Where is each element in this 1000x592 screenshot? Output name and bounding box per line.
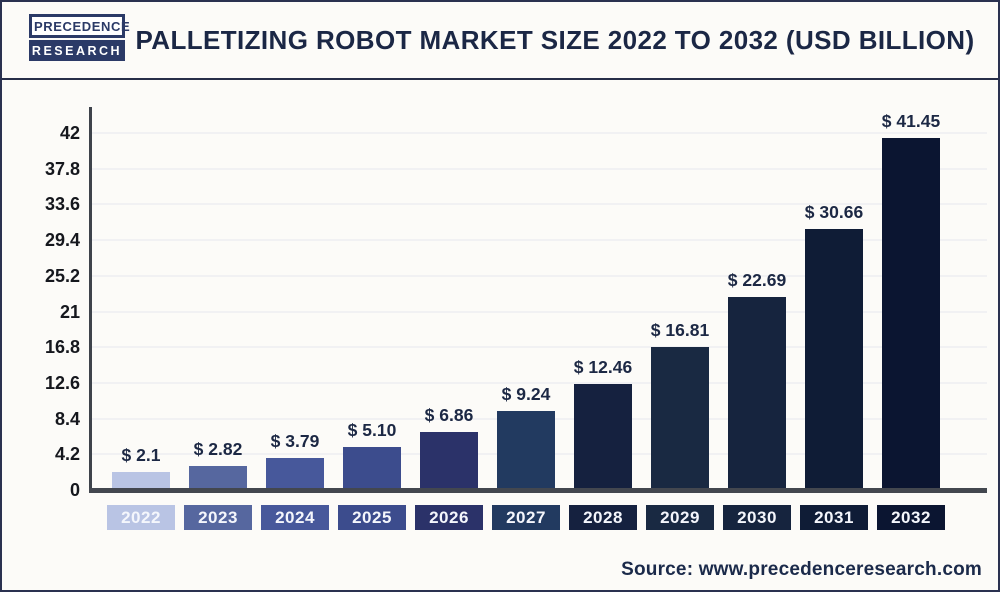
bar-2025 — [343, 446, 401, 488]
x-axis-category-label: 2024 — [261, 505, 329, 530]
x-axis-category-label: 2031 — [800, 505, 868, 530]
y-axis-tick-label: 8.4 — [54, 408, 80, 429]
x-axis-category-label: 2029 — [646, 505, 714, 530]
x-axis-category-label: 2025 — [338, 505, 406, 530]
bar-2029 — [651, 347, 709, 488]
gridline — [90, 132, 987, 134]
y-axis-tick-label: 16.8 — [44, 337, 80, 358]
gridline — [90, 203, 987, 206]
y-axis-tick-label: 21 — [59, 301, 80, 322]
logo-line2: RESEARCH — [29, 40, 125, 61]
bar-value-label: $ 41.45 — [881, 110, 941, 131]
y-axis-tick-label: 25.2 — [44, 265, 80, 286]
y-axis-tick-label: 4.2 — [54, 444, 80, 465]
bar-value-label: $ 2.82 — [193, 439, 243, 460]
bar-value-label: $ 12.46 — [573, 357, 633, 378]
bar-2031 — [805, 229, 863, 488]
bar-value-label: $ 5.10 — [347, 419, 397, 440]
gridline — [90, 310, 987, 313]
x-axis-category-label: 2032 — [877, 505, 945, 530]
x-axis-category-label: 2022 — [107, 505, 175, 530]
gridline — [90, 239, 987, 242]
bar-chart: 0 4.2 8.4 12.6 16.8 21 25.2 29.4 33.6 37.8 42 $ 2.1… — [2, 82, 998, 590]
bar-value-label: $ 16.81 — [650, 320, 710, 341]
bar-2024 — [266, 457, 324, 488]
bar-2030 — [728, 297, 786, 488]
y-axis-line — [89, 107, 92, 490]
bar-value-label: $ 2.1 — [121, 445, 161, 466]
x-axis-category-label: 2027 — [492, 505, 560, 530]
bar-2028 — [574, 384, 632, 488]
chart-title: PALLETIZING ROBOT MARKET SIZE 2022 TO 20… — [135, 24, 975, 55]
bar-value-label: $ 9.24 — [501, 384, 551, 405]
precedence-research-logo: PRECEDENCE RESEARCH — [29, 14, 130, 61]
x-axis-line — [89, 488, 987, 493]
bar-value-label: $ 30.66 — [804, 202, 864, 223]
gridline — [90, 381, 987, 384]
x-axis-category-label: 2028 — [569, 505, 637, 530]
x-axis-category-label: 2023 — [184, 505, 252, 530]
x-axis-category-label: 2026 — [415, 505, 483, 530]
y-axis-tick-label: 42 — [59, 123, 80, 143]
source-text: Source: www.precedenceresearch.com — [621, 559, 982, 580]
logo-line1: PRECEDENCE — [29, 14, 130, 38]
x-axis-category-label: 2030 — [723, 505, 791, 530]
gridline — [90, 167, 987, 170]
bar-value-label: $ 3.79 — [270, 430, 320, 451]
gridline — [90, 346, 987, 349]
y-axis-tick-label: 12.6 — [44, 372, 80, 393]
bar-value-label: $ 22.69 — [727, 270, 787, 291]
y-axis-tick-label: 29.4 — [44, 230, 80, 251]
gridline — [90, 274, 987, 277]
bar-2027 — [497, 411, 555, 488]
bar-2022 — [112, 472, 170, 488]
bar-value-label: $ 6.86 — [424, 404, 474, 425]
y-axis-tick-label: 37.8 — [44, 158, 80, 179]
bar-2023 — [189, 466, 247, 488]
header: PRECEDENCE RESEARCH PALLETIZING ROBOT MA… — [2, 2, 998, 80]
bar-2026 — [420, 431, 478, 488]
y-axis-tick-label: 0 — [69, 480, 80, 500]
y-axis-tick-label: 33.6 — [44, 194, 80, 215]
bar-2032 — [882, 137, 940, 488]
